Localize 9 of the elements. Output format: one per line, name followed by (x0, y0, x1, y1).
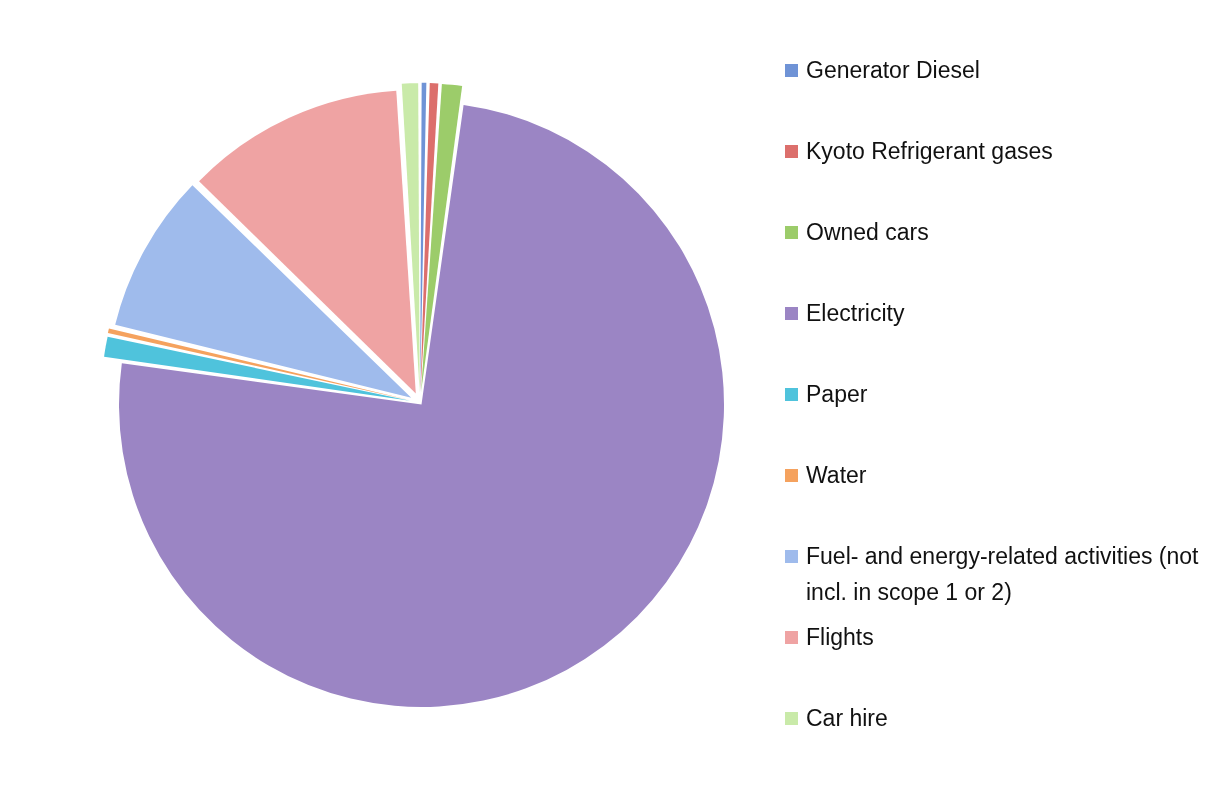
legend-label: Car hire (806, 704, 888, 733)
legend-label: Water (806, 461, 867, 490)
legend-label: Kyoto Refrigerant gases (806, 137, 1053, 166)
legend-label: Electricity (806, 299, 905, 328)
legend-label: Paper (806, 380, 868, 409)
legend-label: Owned cars (806, 218, 929, 247)
legend-label: Flights (806, 623, 874, 652)
legend-label: Fuel- and energy-related activities (not incl. in scope 1 or 2) (806, 542, 1200, 607)
legend-label: Generator Diesel (806, 56, 980, 85)
